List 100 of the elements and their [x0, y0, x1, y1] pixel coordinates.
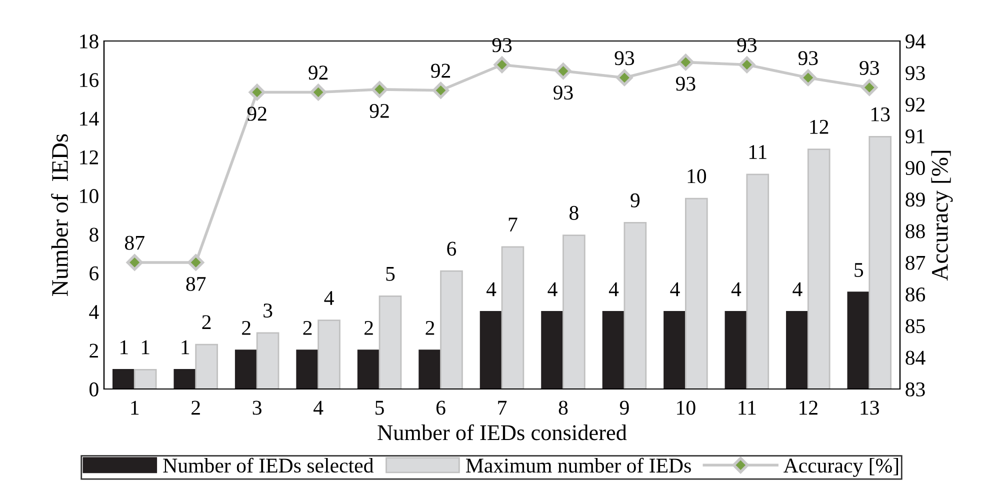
- data-label: 87: [186, 276, 206, 292]
- bar: [174, 368, 197, 389]
- y2-axis-title: Accuracy [%]: [931, 150, 953, 281]
- data-label: 7: [508, 218, 518, 232]
- point: [494, 56, 510, 73]
- bar: [256, 332, 280, 389]
- data-label: 2: [426, 320, 434, 335]
- y2-tick-label: 91: [906, 129, 924, 144]
- y-tick-label: 14: [80, 112, 99, 126]
- y2-tick-label: 90: [906, 160, 925, 175]
- data-label: 2: [364, 320, 373, 335]
- x-tick-label: 10: [677, 400, 696, 415]
- bar: [786, 310, 809, 389]
- x-tick-label: 1: [131, 400, 139, 415]
- bar: [112, 368, 136, 389]
- y-tick-label: 6: [90, 266, 99, 280]
- bar: [624, 222, 647, 389]
- data-label: 4: [792, 282, 802, 296]
- bar: [868, 136, 892, 389]
- data-label: 6: [447, 242, 456, 256]
- y-tick-label: 12: [80, 150, 98, 164]
- y2-tick-label: 88: [906, 224, 925, 238]
- data-label: 93: [614, 51, 634, 66]
- y-tick-label: 4: [89, 305, 99, 319]
- bar: [664, 310, 686, 389]
- data-label: 1: [142, 340, 150, 354]
- x-tick-label: 7: [498, 400, 507, 415]
- x-tick-label: 11: [738, 400, 756, 415]
- y2-tick-label: 86: [906, 287, 926, 302]
- data-label: 92: [370, 104, 389, 118]
- data-label: 10: [688, 169, 706, 184]
- data-label: 5: [386, 267, 395, 281]
- data-label: 4: [548, 282, 558, 296]
- y2-tick-label: 89: [906, 192, 925, 207]
- bar: [541, 310, 564, 389]
- y-tick-label: 16: [80, 73, 99, 88]
- bar: [234, 350, 258, 389]
- x-tick-label: 9: [620, 400, 629, 415]
- y2-tick-label: 85: [906, 319, 925, 334]
- bar: [440, 270, 463, 389]
- legend-label: Accuracy [%]: [784, 458, 898, 477]
- data-label: 4: [324, 291, 334, 305]
- point: [616, 69, 633, 86]
- y-tick-label: 10: [80, 189, 98, 204]
- bar: [318, 320, 340, 389]
- x-tick-label: 8: [558, 400, 568, 415]
- x-tick-label: 4: [314, 400, 324, 415]
- y-axis-title: Number of IEDs: [51, 134, 68, 296]
- data-label: 93: [798, 51, 818, 66]
- y2-tick-label: 87: [906, 256, 926, 270]
- y-tick-label: 0: [90, 382, 98, 396]
- point: [800, 69, 816, 86]
- point: [738, 56, 756, 73]
- x-tick-label: 3: [252, 400, 262, 415]
- point: [371, 81, 388, 98]
- data-label: 4: [731, 282, 742, 296]
- y-tick-label: 8: [90, 228, 98, 242]
- data-label: 93: [860, 60, 879, 75]
- bar: [724, 310, 748, 389]
- data-label: 13: [872, 107, 890, 122]
- x-tick-label: 12: [800, 400, 818, 415]
- bar: [847, 292, 870, 389]
- bar: [562, 234, 586, 389]
- x-tick-label: 2: [192, 400, 200, 415]
- data-label: 2: [303, 320, 312, 335]
- bar: [134, 368, 157, 389]
- legend-label: Number of IEDs selected: [163, 458, 374, 473]
- data-label: 92: [247, 106, 266, 121]
- data-label: 4: [670, 282, 680, 296]
- point: [554, 62, 572, 80]
- y2-tick-label: 83: [906, 382, 925, 396]
- data-label: 8: [570, 206, 578, 220]
- data-label: 92: [431, 64, 450, 78]
- data-label: 4: [486, 282, 496, 296]
- y-tick-label: 2: [90, 344, 98, 358]
- data-label: 2: [242, 320, 250, 335]
- data-label: 12: [810, 120, 828, 134]
- point: [188, 254, 204, 271]
- x-tick-label: 5: [376, 400, 384, 415]
- bar: [195, 344, 218, 389]
- data-label: 93: [676, 76, 696, 91]
- point: [310, 84, 327, 101]
- bar: [357, 350, 380, 389]
- bar: [746, 174, 770, 389]
- data-label: 1: [120, 340, 128, 354]
- bar: [480, 310, 503, 389]
- bar: [602, 310, 626, 389]
- point: [126, 254, 143, 271]
- x-tick-label: 13: [860, 400, 879, 415]
- data-label: 93: [553, 86, 573, 100]
- data-label: 3: [264, 304, 272, 318]
- point: [248, 84, 266, 101]
- x-tick-label: 6: [436, 400, 446, 415]
- y2-tick-label: 84: [906, 350, 926, 365]
- y2-tick-label: 94: [906, 34, 926, 48]
- data-label: 5: [854, 263, 864, 277]
- data-label: 2: [202, 315, 211, 329]
- bar: [684, 198, 708, 389]
- data-label: 4: [608, 282, 619, 296]
- data-label: 9: [630, 193, 640, 208]
